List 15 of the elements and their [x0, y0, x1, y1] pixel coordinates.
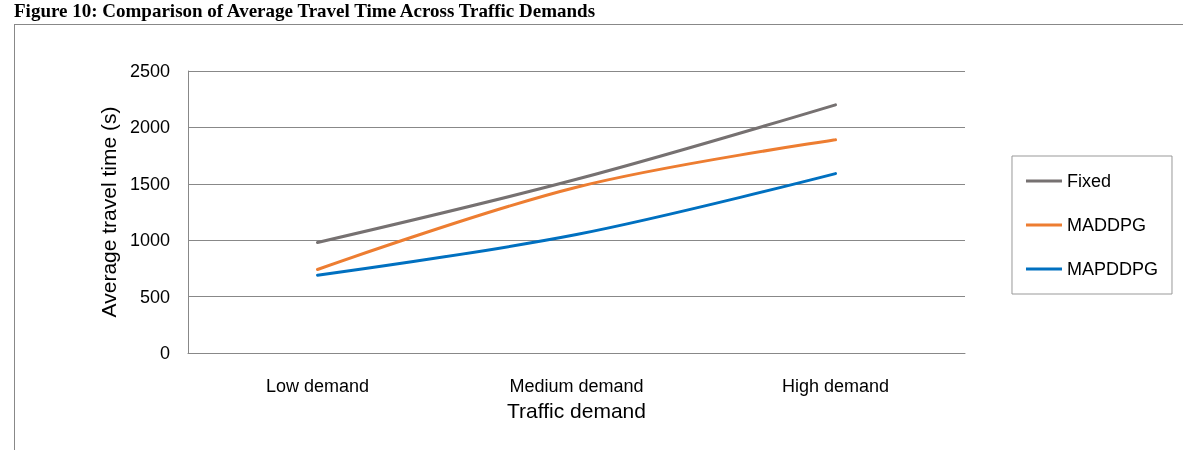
chart-title: Figure 10: Comparison of Average Travel Time Across Traffic Demands — [14, 0, 596, 22]
y-tick-label: 2000 — [129, 117, 170, 138]
y-tick-label: 1500 — [129, 173, 170, 194]
y-tick-label: 500 — [139, 286, 170, 307]
y-tick-label: 2500 — [129, 61, 170, 81]
y-tick-label: 1000 — [129, 230, 170, 251]
legend-label: MADDPG — [1066, 215, 1146, 235]
legend-label: Fixed — [1066, 171, 1111, 191]
y-axis-title: Average travel time (s) — [97, 106, 121, 318]
x-tick-label: Low demand — [265, 376, 370, 396]
x-tick-label: Medium demand — [509, 376, 644, 396]
legend-label: MAPDDPG — [1066, 259, 1158, 279]
x-axis-title: Traffic demand — [507, 398, 646, 422]
y-tick-label: 0 — [159, 343, 170, 363]
x-tick-label: High demand — [781, 376, 890, 396]
